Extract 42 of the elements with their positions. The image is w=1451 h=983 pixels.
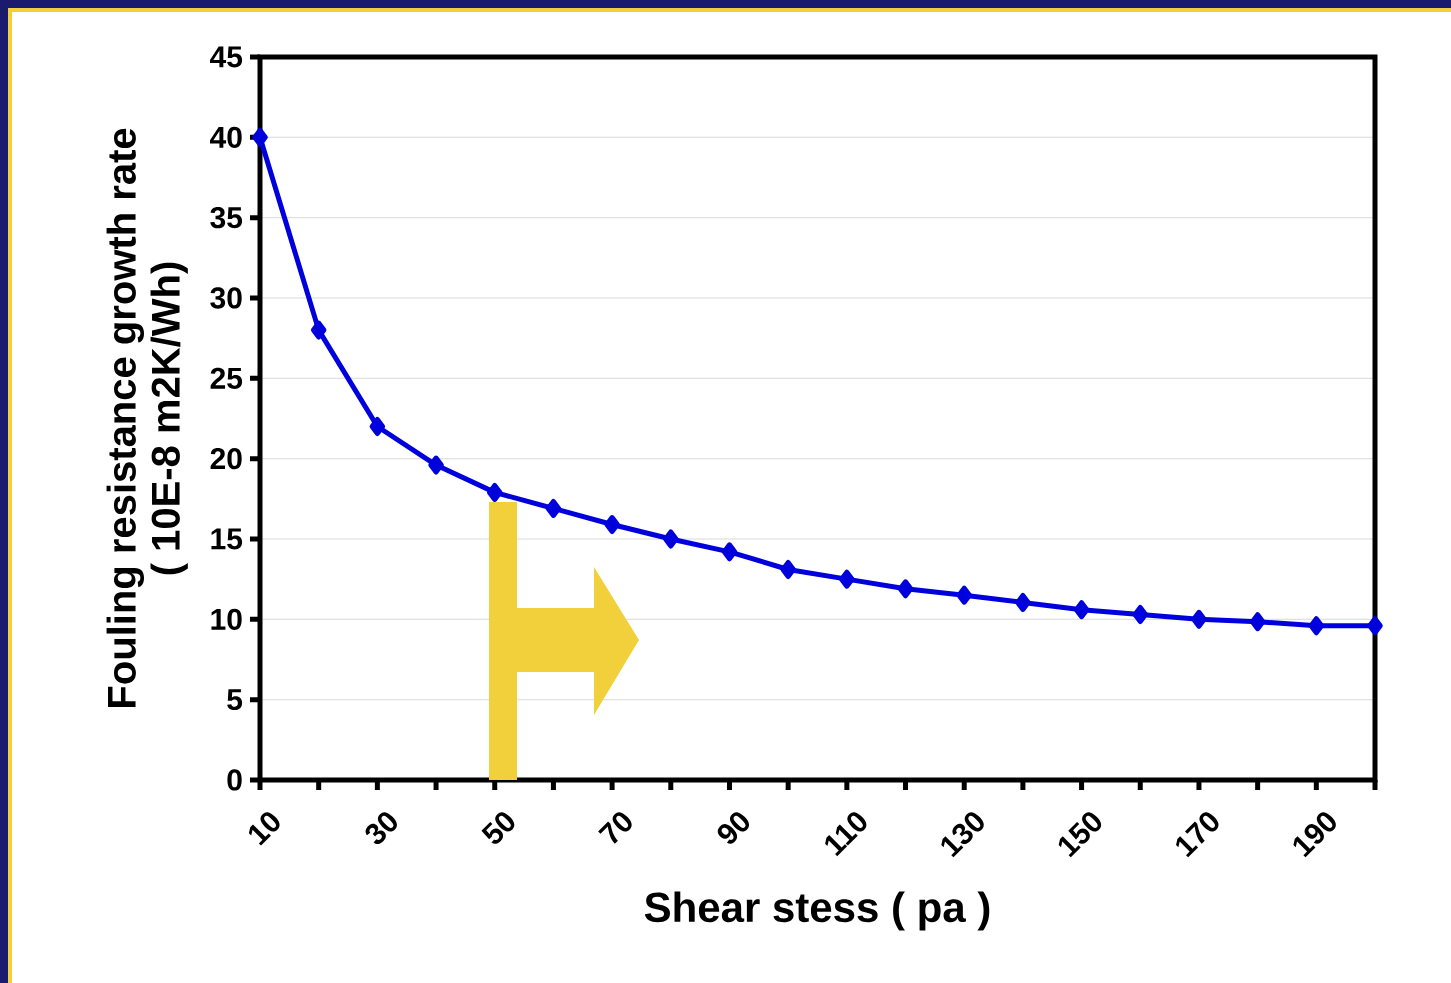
point xyxy=(956,585,972,605)
y-tick-label: 35 xyxy=(210,207,243,229)
y-axis-title: Fouling resistance growth rate ( 10E-8 m2K/Wh) xyxy=(106,128,188,707)
point xyxy=(1191,609,1207,629)
point xyxy=(545,498,562,518)
x-tick-label: 170 xyxy=(1176,812,1219,858)
y-tick-label: 15 xyxy=(211,528,243,550)
x-tick-label: 150 xyxy=(1058,812,1102,858)
point xyxy=(428,455,444,475)
x-tick-label: 70 xyxy=(598,812,632,844)
y-tick-label: 0 xyxy=(227,769,242,791)
y-tick-label: 10 xyxy=(211,608,242,630)
y-tick-label: 5 xyxy=(227,689,243,711)
point xyxy=(663,529,679,549)
y-tick-label: 20 xyxy=(210,448,242,470)
x-tick-label: 190 xyxy=(1293,812,1336,858)
point xyxy=(604,515,620,535)
point xyxy=(839,569,855,589)
point xyxy=(252,127,268,147)
point xyxy=(721,542,738,562)
x-tick-label: 130 xyxy=(941,812,984,858)
point xyxy=(1308,616,1325,636)
point xyxy=(897,579,914,599)
point xyxy=(1132,605,1149,624)
point xyxy=(780,560,796,580)
y-tick-label: 40 xyxy=(210,126,242,148)
point xyxy=(369,417,386,437)
x-tick-label: 90 xyxy=(717,812,750,844)
point xyxy=(1073,600,1090,620)
point xyxy=(310,320,327,340)
y-tick-label: 25 xyxy=(210,367,243,389)
point xyxy=(1249,612,1266,632)
y-tick-label: 45 xyxy=(210,46,243,68)
point xyxy=(486,482,503,502)
x-tick-label: 10 xyxy=(248,812,280,846)
x-axis-title: Shear stess ( pa ) xyxy=(644,891,990,931)
x-tick-label: 110 xyxy=(825,812,867,857)
point xyxy=(1367,616,1383,636)
y-tick-label: 30 xyxy=(210,287,242,309)
x-tick-label: 50 xyxy=(481,812,515,844)
x-tick-label: 30 xyxy=(365,812,397,844)
point xyxy=(1015,592,1031,612)
